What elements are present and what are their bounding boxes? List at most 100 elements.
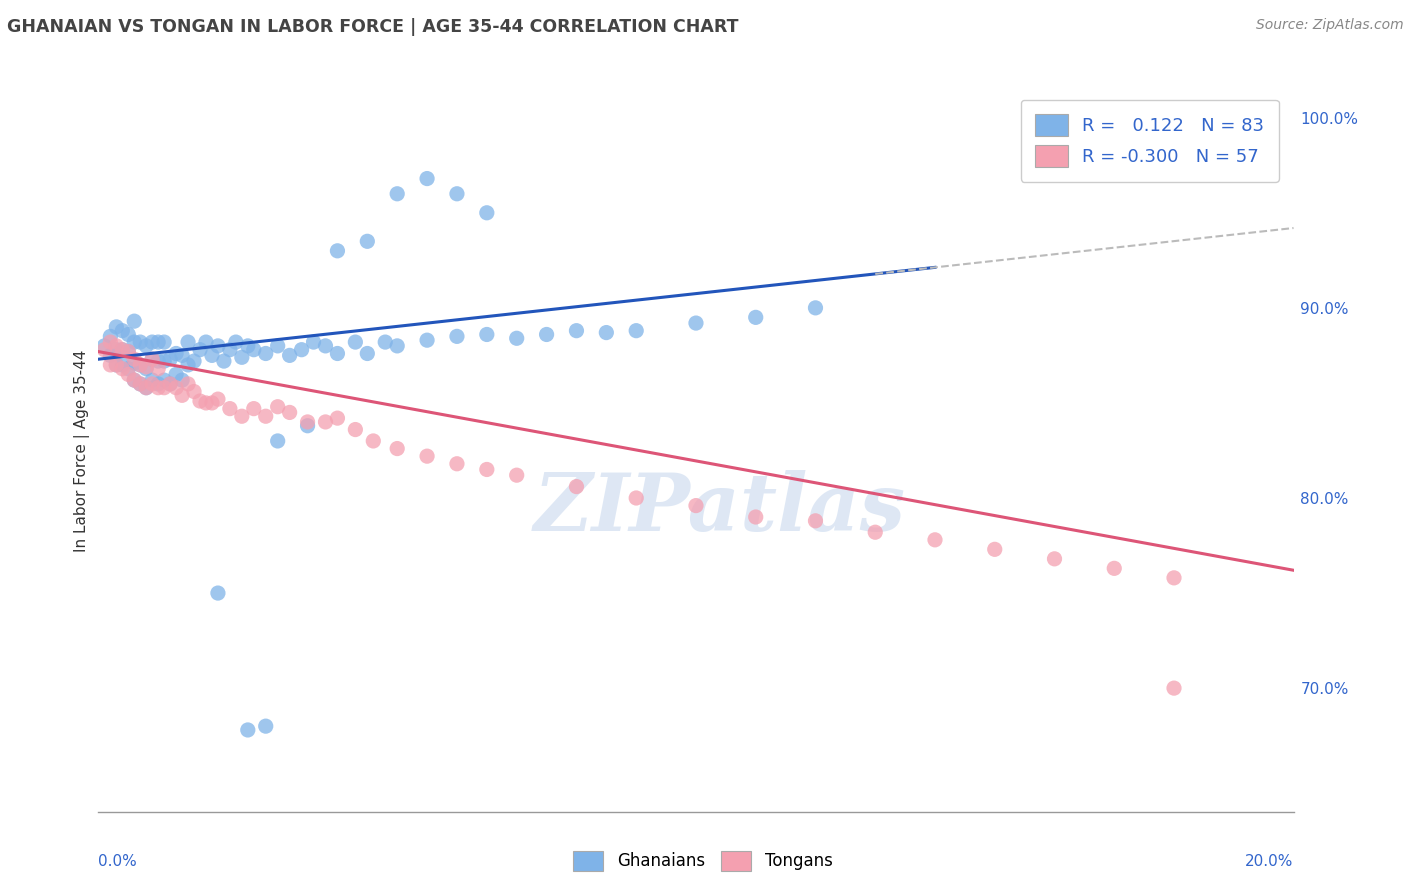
Point <box>141 352 163 367</box>
Point <box>105 358 128 372</box>
Point <box>141 352 163 367</box>
Point <box>135 381 157 395</box>
Point <box>153 381 176 395</box>
Point <box>117 368 139 382</box>
Point <box>254 346 277 360</box>
Point <box>195 334 218 349</box>
Point <box>117 344 139 359</box>
Point <box>148 376 170 391</box>
Point <box>105 358 128 372</box>
Text: 20.0%: 20.0% <box>1246 854 1294 869</box>
Point <box>291 343 314 357</box>
Point <box>804 514 827 528</box>
Point <box>374 334 396 349</box>
Point <box>172 348 194 362</box>
Point <box>98 334 122 349</box>
Point <box>129 334 152 349</box>
Point <box>183 354 205 368</box>
Point <box>243 401 266 416</box>
Point <box>117 327 139 342</box>
Point <box>172 388 194 402</box>
Point <box>475 327 498 342</box>
Point <box>385 442 409 456</box>
Point <box>267 434 290 448</box>
Text: Source: ZipAtlas.com: Source: ZipAtlas.com <box>1256 18 1403 32</box>
Point <box>231 409 253 424</box>
Point <box>159 376 181 391</box>
Y-axis label: In Labor Force | Age 35-44: In Labor Force | Age 35-44 <box>75 350 90 551</box>
Point <box>565 479 588 493</box>
Point <box>565 324 588 338</box>
Point <box>804 301 827 315</box>
Point <box>1163 571 1185 585</box>
Point <box>105 339 128 353</box>
Point <box>124 334 146 349</box>
Point <box>745 510 768 524</box>
Point <box>111 343 134 357</box>
Point <box>117 344 139 359</box>
Point <box>135 339 157 353</box>
Point <box>141 373 163 387</box>
Point <box>111 324 134 338</box>
Point <box>278 348 301 362</box>
Point <box>344 334 367 349</box>
Point <box>685 316 707 330</box>
Point <box>93 343 115 357</box>
Text: 0.0%: 0.0% <box>98 854 138 869</box>
Point <box>141 334 163 349</box>
Point <box>165 368 187 382</box>
Point <box>475 462 498 476</box>
Point <box>105 343 128 357</box>
Point <box>129 358 152 372</box>
Point <box>243 343 266 357</box>
Point <box>135 381 157 395</box>
Point <box>865 525 887 540</box>
Point <box>117 361 139 376</box>
Point <box>1043 551 1066 566</box>
Point <box>446 186 468 201</box>
Legend: Ghanaians, Tongans: Ghanaians, Tongans <box>565 842 841 880</box>
Point <box>315 339 337 353</box>
Point <box>356 346 378 360</box>
Point <box>148 334 170 349</box>
Point <box>172 373 194 387</box>
Point <box>506 331 529 345</box>
Point <box>148 354 170 368</box>
Point <box>93 339 115 353</box>
Point <box>297 418 319 433</box>
Point <box>416 333 439 347</box>
Point <box>141 376 163 391</box>
Point <box>148 361 170 376</box>
Point <box>159 352 181 367</box>
Point <box>177 334 200 349</box>
Point <box>326 244 349 258</box>
Point <box>148 381 170 395</box>
Point <box>129 358 152 372</box>
Point <box>219 401 242 416</box>
Point <box>135 359 157 374</box>
Point <box>236 339 259 353</box>
Point <box>98 348 122 362</box>
Point <box>207 586 229 600</box>
Point <box>124 373 146 387</box>
Point <box>626 491 648 505</box>
Point <box>626 324 648 338</box>
Point <box>207 392 229 406</box>
Point <box>165 346 187 360</box>
Point <box>446 457 468 471</box>
Point <box>685 499 707 513</box>
Point <box>111 343 134 357</box>
Point <box>177 358 200 372</box>
Point <box>356 235 378 249</box>
Point <box>536 327 558 342</box>
Point <box>188 394 211 409</box>
Point <box>315 415 337 429</box>
Point <box>297 415 319 429</box>
Point <box>188 343 211 357</box>
Point <box>385 186 409 201</box>
Point <box>475 206 498 220</box>
Point <box>212 354 235 368</box>
Legend: R =   0.122   N = 83, R = -0.300   N = 57: R = 0.122 N = 83, R = -0.300 N = 57 <box>1021 100 1278 182</box>
Point <box>195 396 218 410</box>
Point <box>231 351 253 365</box>
